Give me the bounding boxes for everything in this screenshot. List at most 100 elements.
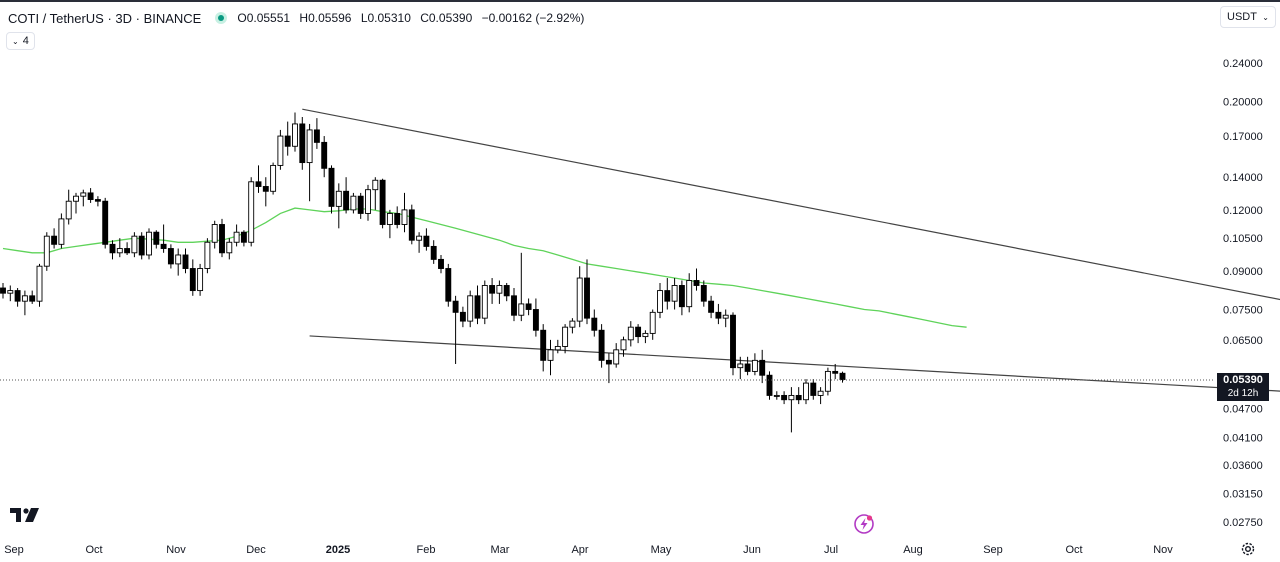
candle-body-up	[620, 339, 627, 351]
candle-body-up	[365, 189, 371, 214]
candle-body-up	[788, 394, 795, 401]
candle-body-down	[219, 224, 225, 254]
price-axis[interactable]: 0.24000 0.20000 0.17000 0.14000 0.12000 0.105…	[1223, 58, 1263, 529]
trendline-upper-resistance[interactable]	[302, 108, 1280, 429]
candle	[605, 353, 612, 384]
candle-body-down	[540, 329, 547, 361]
candle-body-down	[321, 141, 328, 169]
candle-body-down	[489, 285, 496, 294]
price-tick-label: 0.04100	[1223, 432, 1263, 444]
candle	[0, 282, 6, 299]
candle-body-down	[474, 295, 481, 319]
lightning-bolt-icon[interactable]	[853, 513, 875, 535]
candle	[175, 248, 182, 276]
candle-body-up	[481, 285, 488, 319]
price-tick-label: 0.09000	[1223, 266, 1263, 278]
candle	[518, 252, 525, 322]
candle	[591, 309, 598, 337]
candle-body-down	[598, 329, 605, 361]
candle	[481, 280, 488, 325]
price-tick-label: 0.02750	[1223, 517, 1263, 529]
candle	[189, 259, 196, 296]
time-tick-label: Aug	[903, 544, 923, 556]
candle-body-down	[138, 235, 145, 256]
candle	[182, 248, 189, 274]
candle	[657, 282, 663, 319]
change-value: −0.00162 (−2.92%)	[481, 11, 585, 25]
candle-body-down	[313, 129, 320, 143]
candle	[160, 224, 167, 253]
low-value: L0.05310	[360, 11, 411, 25]
candle	[839, 371, 846, 383]
candle-body-down	[109, 243, 116, 254]
candle-body-up	[335, 190, 342, 207]
candle	[788, 387, 795, 433]
candle	[627, 321, 634, 347]
last-price: 0.05390	[1223, 374, 1263, 386]
candle	[635, 324, 642, 344]
price-tick-label: 0.03150	[1223, 488, 1263, 500]
gear-icon[interactable]	[1240, 541, 1256, 557]
candle-body-down	[29, 295, 36, 302]
candle	[467, 290, 474, 328]
candle	[613, 343, 620, 368]
tradingview-logo-icon[interactable]	[10, 508, 40, 522]
price-tick-label: 0.10500	[1223, 233, 1263, 245]
candle	[7, 285, 14, 302]
last-price-tag: 0.05390 2d 12h	[1217, 373, 1269, 401]
candle-body-up	[554, 346, 561, 351]
candle	[204, 238, 211, 274]
indicators-toggle-button[interactable]: ⌄ 4	[6, 32, 35, 50]
time-tick-label: Mar	[491, 544, 510, 556]
candle-body-up	[416, 235, 423, 241]
candle	[379, 178, 386, 229]
time-tick-label: Jul	[824, 544, 838, 556]
candle	[299, 116, 306, 170]
candle-body-down	[328, 167, 335, 207]
candle	[153, 230, 160, 249]
candle	[751, 353, 758, 376]
symbol-title[interactable]: COTI / TetherUS · 3D · BINANCE	[8, 10, 202, 26]
candle	[503, 282, 510, 302]
time-axis[interactable]: Sep Oct Nov Dec 2025 Feb Mar Apr May Jun Jul Aug Sep…	[4, 544, 1173, 556]
candle	[262, 177, 269, 207]
price-tick-label: 0.17000	[1223, 131, 1263, 143]
candle-body-up	[547, 349, 554, 361]
candle	[255, 165, 262, 193]
time-tick-label: Jun	[743, 544, 761, 556]
candle	[80, 189, 87, 207]
candle-body-up	[722, 314, 729, 319]
time-tick-label: Nov	[166, 544, 186, 556]
candle-body-down	[766, 374, 773, 396]
candle-body-down	[584, 277, 590, 319]
candle	[240, 230, 247, 247]
candle	[511, 288, 517, 322]
candle-body-down	[708, 300, 715, 313]
candle	[14, 288, 21, 307]
candle-body-down	[635, 326, 642, 338]
candle-body-up	[43, 235, 50, 267]
candle	[43, 232, 50, 271]
candle-body-down	[160, 243, 167, 249]
candle-body-up	[58, 218, 65, 245]
candle-body-down	[379, 179, 386, 225]
trendline-lower-support[interactable]	[309, 335, 1280, 429]
candle-body-down	[730, 314, 736, 369]
high-value: H0.05596	[299, 11, 352, 25]
candle-body-down	[795, 394, 802, 401]
time-tick-label: May	[651, 544, 672, 556]
candle-body-up	[737, 363, 744, 369]
candle	[452, 295, 459, 364]
candle	[21, 290, 28, 316]
close-value: C0.05390	[420, 11, 473, 25]
price-tick-label: 0.04700	[1223, 404, 1263, 416]
candle-body-down	[744, 363, 751, 372]
candle	[343, 177, 350, 214]
candle	[394, 206, 401, 229]
currency-dropdown[interactable]: USDT ⌄	[1220, 6, 1276, 28]
candle	[803, 379, 809, 405]
candle-body-down	[810, 382, 817, 396]
candle-body-down	[532, 309, 539, 331]
candle-body-down	[781, 394, 788, 401]
